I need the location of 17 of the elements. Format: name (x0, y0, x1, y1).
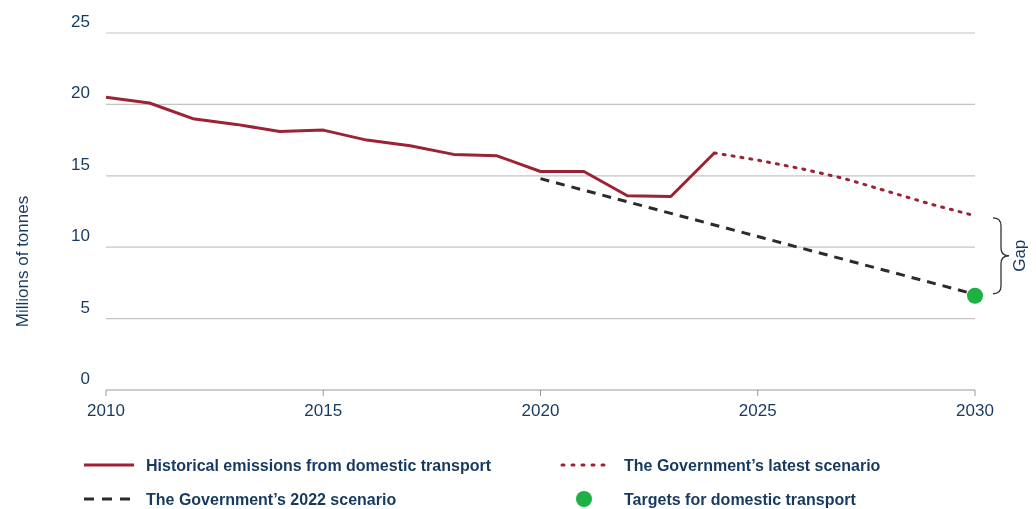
y-tick-label: 5 (80, 297, 90, 317)
x-tick-label: 2020 (521, 401, 560, 420)
legend-label: Targets for domestic transport (624, 491, 857, 508)
y-tick-label: 15 (71, 154, 90, 174)
x-tick-label: 2025 (738, 401, 777, 420)
legend-label: The Government’s latest scenario (624, 457, 881, 474)
y-axis-title: Millions of tonnes (13, 195, 32, 328)
y-tick-label: 10 (71, 226, 90, 246)
x-tick-label: 2030 (956, 401, 994, 420)
x-tick-label: 2015 (304, 401, 343, 420)
y-tick-label: 0 (80, 369, 90, 388)
x-tick-label: 2010 (87, 401, 125, 420)
legend-label: Historical emissions from domestic transport (146, 457, 492, 474)
text: Gap (1010, 239, 1029, 272)
y-tick-label: 20 (71, 83, 90, 103)
legend-label: The Government’s 2022 scenario (146, 491, 397, 508)
y-tick-label: 25 (71, 12, 90, 31)
